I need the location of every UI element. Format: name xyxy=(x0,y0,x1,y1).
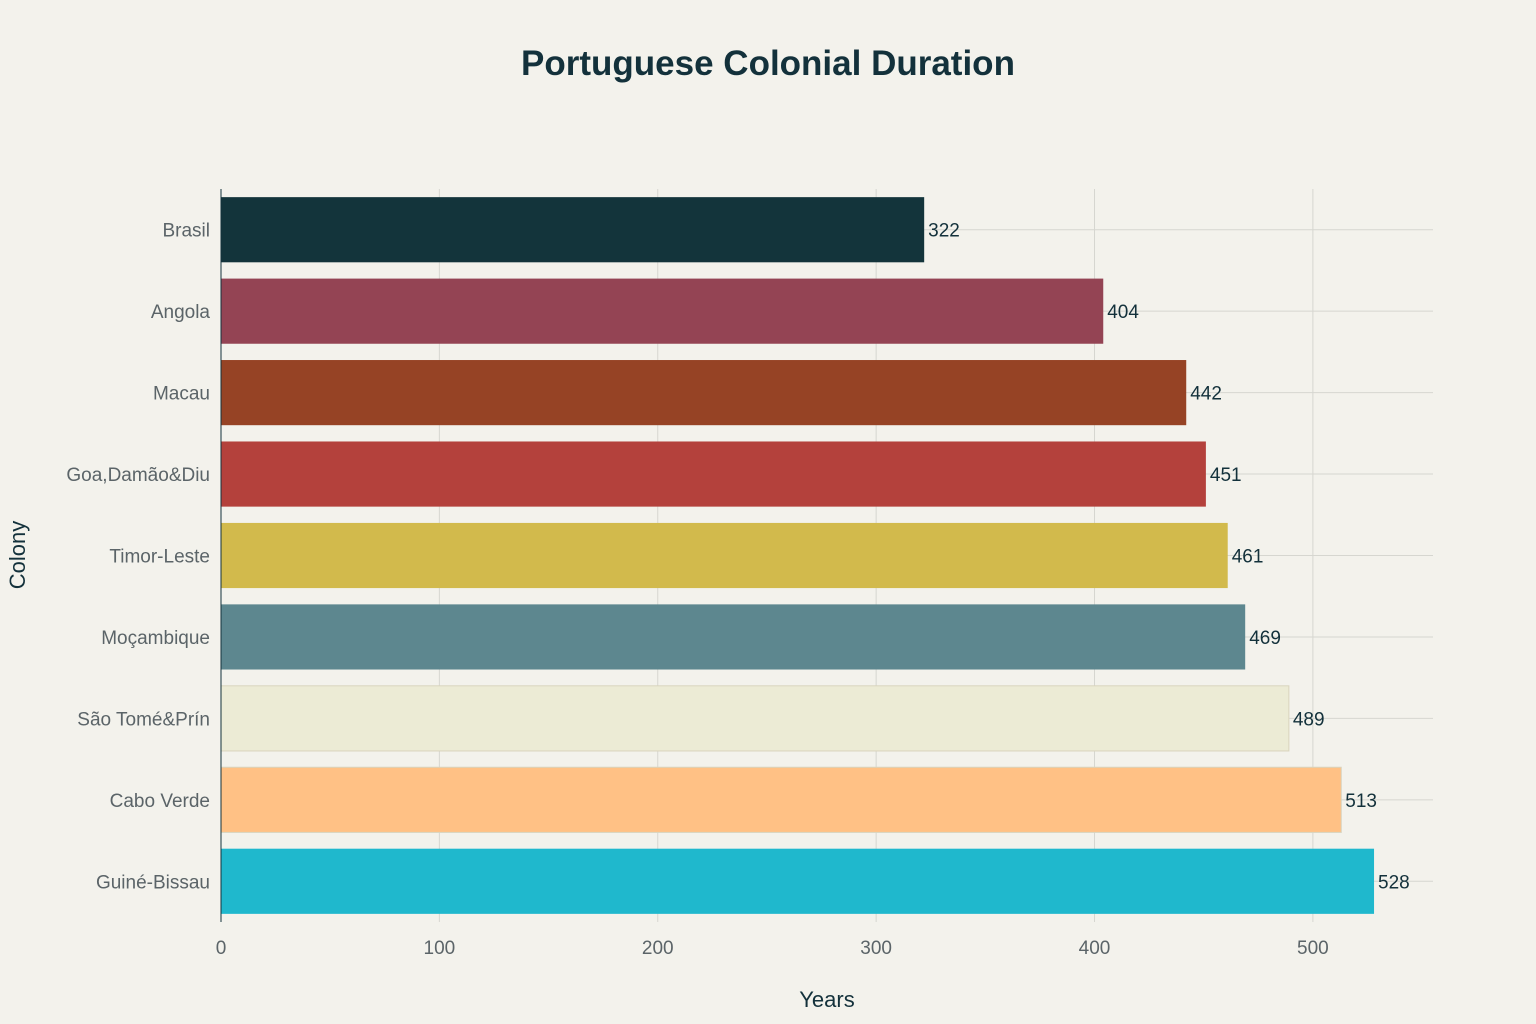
x-axis-title: Years xyxy=(799,987,854,1012)
data-label: 404 xyxy=(1107,302,1139,323)
bars: 322 404 442 451 461 469 489 513 528 xyxy=(220,197,1410,914)
axes: 0 100 200 300 400 500 Brasil Angola Macau Goa,Dam… xyxy=(66,189,1329,959)
x-tick-label: 400 xyxy=(1079,938,1111,959)
y-tick-label: Angola xyxy=(151,302,211,323)
data-label: 528 xyxy=(1378,872,1410,893)
bar xyxy=(220,685,1290,752)
y-tick-label: Goa,Damão&Diu xyxy=(66,465,210,486)
bar xyxy=(221,360,1187,426)
bar xyxy=(221,441,1206,507)
data-label: 461 xyxy=(1232,547,1264,568)
data-label: 489 xyxy=(1293,709,1325,730)
y-axis-title: Colony xyxy=(5,521,30,589)
x-tick-label: 500 xyxy=(1297,938,1329,959)
x-tick-label: 100 xyxy=(424,938,456,959)
data-label: 442 xyxy=(1190,384,1222,405)
data-label: 322 xyxy=(928,221,960,242)
y-tick-label: Guiné-Bissau xyxy=(96,872,210,893)
y-tick-label: São Tomé&Prín xyxy=(77,709,210,730)
bar xyxy=(221,197,925,263)
y-tick-label: Moçambique xyxy=(101,628,210,649)
y-tick-label: Macau xyxy=(153,384,210,405)
y-tick-label: Cabo Verde xyxy=(110,791,210,812)
bar xyxy=(220,766,1342,833)
data-label: 451 xyxy=(1210,465,1242,486)
bar xyxy=(221,848,1375,914)
y-tick-label: Timor-Leste xyxy=(109,547,210,568)
y-tick-label: Brasil xyxy=(162,221,210,242)
chart-title: Portuguese Colonial Duration xyxy=(521,44,1015,83)
data-label: 513 xyxy=(1345,791,1377,812)
x-tick-label: 300 xyxy=(860,938,892,959)
bar xyxy=(221,522,1228,589)
bar xyxy=(221,278,1104,344)
bar xyxy=(221,604,1246,670)
x-tick-label: 200 xyxy=(642,938,674,959)
data-label: 469 xyxy=(1249,628,1281,649)
x-tick-label: 0 xyxy=(216,938,227,959)
